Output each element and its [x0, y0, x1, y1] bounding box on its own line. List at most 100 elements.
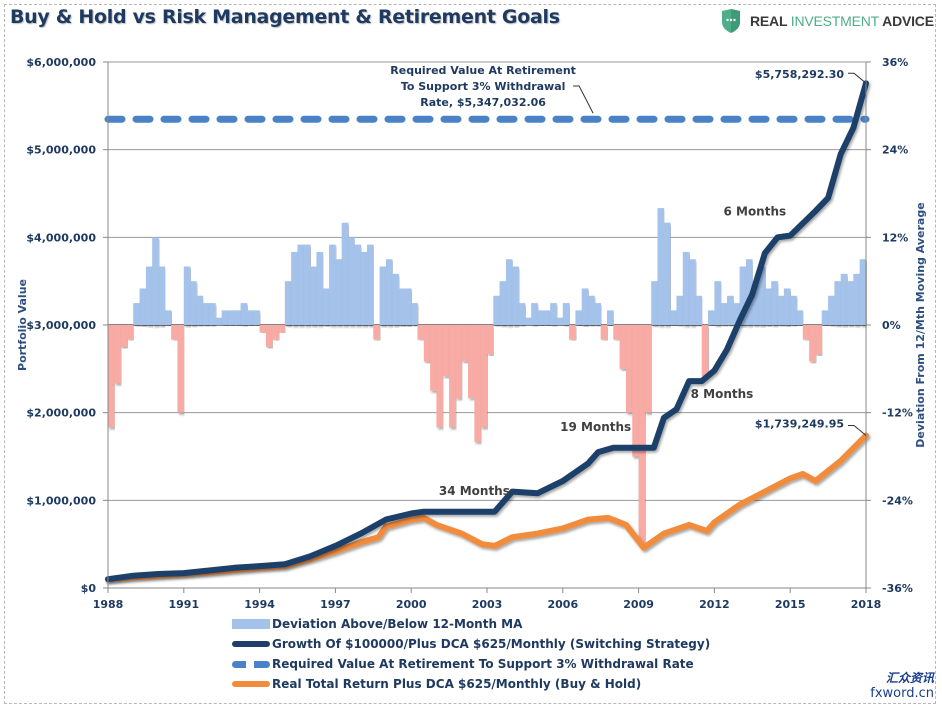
deviation-bar: [392, 273, 399, 325]
deviation-bar: [322, 288, 330, 325]
deviation-bar: [373, 325, 380, 340]
deviation-bar: [468, 325, 475, 399]
deviation-bar: [461, 325, 469, 362]
deviation-bar: [689, 259, 696, 325]
x-tick-label: 2006: [547, 598, 578, 611]
deviation-bar: [272, 325, 279, 340]
y2-tick-label: 24%: [882, 144, 908, 157]
x-tick-label: 2000: [396, 598, 427, 611]
y-tick-label: $3,000,000: [26, 319, 96, 332]
legend-swatch-required: [232, 660, 270, 668]
deviation-bar: [259, 325, 267, 333]
y-tick-label: $1,000,000: [26, 494, 96, 507]
deviation-bars: [108, 208, 867, 545]
x-tick-label: 2012: [699, 598, 730, 611]
deviation-bar: [809, 325, 816, 362]
annotation-required-line: To Support 3% Withdrawal: [401, 80, 566, 93]
deviation-bar: [265, 325, 273, 347]
deviation-bar: [329, 244, 336, 325]
deviation-bar: [524, 317, 532, 325]
deviation-bar: [215, 317, 222, 325]
deviation-bar: [202, 303, 210, 325]
annotation-months: 34 Months: [439, 484, 510, 498]
deviation-bar: [278, 325, 286, 333]
annotation-required-line: Rate, $5,347,032.06: [420, 96, 546, 109]
deviation-bar: [834, 281, 842, 325]
y2-tick-label: 0%: [882, 319, 901, 332]
deviation-bar: [171, 325, 178, 340]
deviation-bar: [246, 310, 254, 325]
deviation-bar: [777, 295, 785, 325]
deviation-bar: [430, 325, 437, 391]
y2-tick-label: 12%: [882, 231, 908, 244]
switching-strategy-line: [105, 80, 869, 583]
x-tick-label: 2018: [851, 598, 882, 611]
deviation-bar: [335, 259, 343, 325]
deviation-bar: [676, 295, 684, 325]
axes: $0 $1,000,000 $2,000,000 $3,000,000 $4,000,0…: [16, 56, 927, 611]
deviation-bar: [840, 273, 848, 325]
annotation-leader: [573, 85, 594, 114]
legend-item-required: Required Value At Retirement To Support …: [232, 654, 710, 674]
deviation-bar: [847, 281, 854, 325]
deviation-bar: [505, 259, 513, 325]
y-tick-label: $0: [81, 582, 97, 595]
deviation-bar: [284, 281, 292, 325]
deviation-bar: [764, 288, 772, 325]
deviation-bar: [310, 266, 317, 325]
deviation-bar: [638, 325, 646, 545]
legend-label: Required Value At Retirement To Support …: [272, 657, 694, 671]
deviation-bar: [291, 251, 298, 325]
deviation-bar: [297, 244, 305, 325]
logo-text: REAL INVESTMENT ADVICE: [750, 13, 934, 29]
shield-chat-icon: [722, 9, 740, 33]
watermark-en: fxword.cn: [870, 686, 934, 701]
deviation-bar: [152, 237, 159, 325]
deviation-bar: [518, 303, 526, 325]
deviation-bar: [126, 325, 134, 340]
deviation-bar: [348, 237, 355, 325]
x-tick-label: 2015: [775, 598, 806, 611]
deviation-bar: [594, 303, 601, 325]
deviation-bar: [537, 310, 545, 325]
deviation-bar: [550, 303, 557, 325]
deviation-bar: [682, 251, 690, 325]
deviation-bar: [543, 310, 551, 325]
deviation-bar: [625, 325, 633, 413]
deviation-bar: [600, 325, 608, 340]
deviation-bar: [619, 325, 627, 369]
deviation-bar: [771, 281, 778, 325]
deviation-bar: [828, 295, 835, 325]
legend-swatch-switching: [232, 641, 270, 647]
deviation-bar: [853, 273, 860, 325]
deviation-bar: [739, 266, 747, 325]
deviation-bar: [360, 251, 368, 325]
legend-label: Deviation Above/Below 12-Month MA: [272, 617, 523, 631]
deviation-bar: [385, 259, 393, 325]
legend-item-switching: Growth Of $100000/Plus DCA $625/Monthly …: [232, 634, 710, 654]
x-tick-label: 2009: [623, 598, 654, 611]
deviation-bar: [436, 325, 444, 428]
deviation-bar: [644, 325, 652, 413]
deviation-bar: [581, 288, 589, 325]
deviation-bar: [114, 325, 121, 384]
deviation-bar: [303, 244, 311, 325]
deviation-bar: [802, 325, 810, 340]
deviation-bar: [733, 303, 740, 325]
deviation-bar: [366, 244, 374, 325]
x-tick-label: 1988: [93, 598, 124, 611]
legend-label: Growth Of $100000/Plus DCA $625/Monthly …: [272, 637, 711, 651]
deviation-bar: [670, 310, 677, 325]
deviation-bar: [341, 222, 349, 325]
deviation-bar: [417, 325, 425, 340]
deviation-bar: [145, 266, 153, 325]
deviation-bar: [562, 303, 570, 325]
x-tick-label: 1997: [320, 598, 351, 611]
annotation-final-value: $5,758,292.30: [755, 68, 844, 81]
deviation-bar: [663, 222, 671, 325]
deviation-bar: [221, 310, 229, 325]
deviation-bar: [139, 288, 147, 325]
deviation-bar: [423, 325, 431, 362]
deviation-bar: [354, 244, 361, 325]
